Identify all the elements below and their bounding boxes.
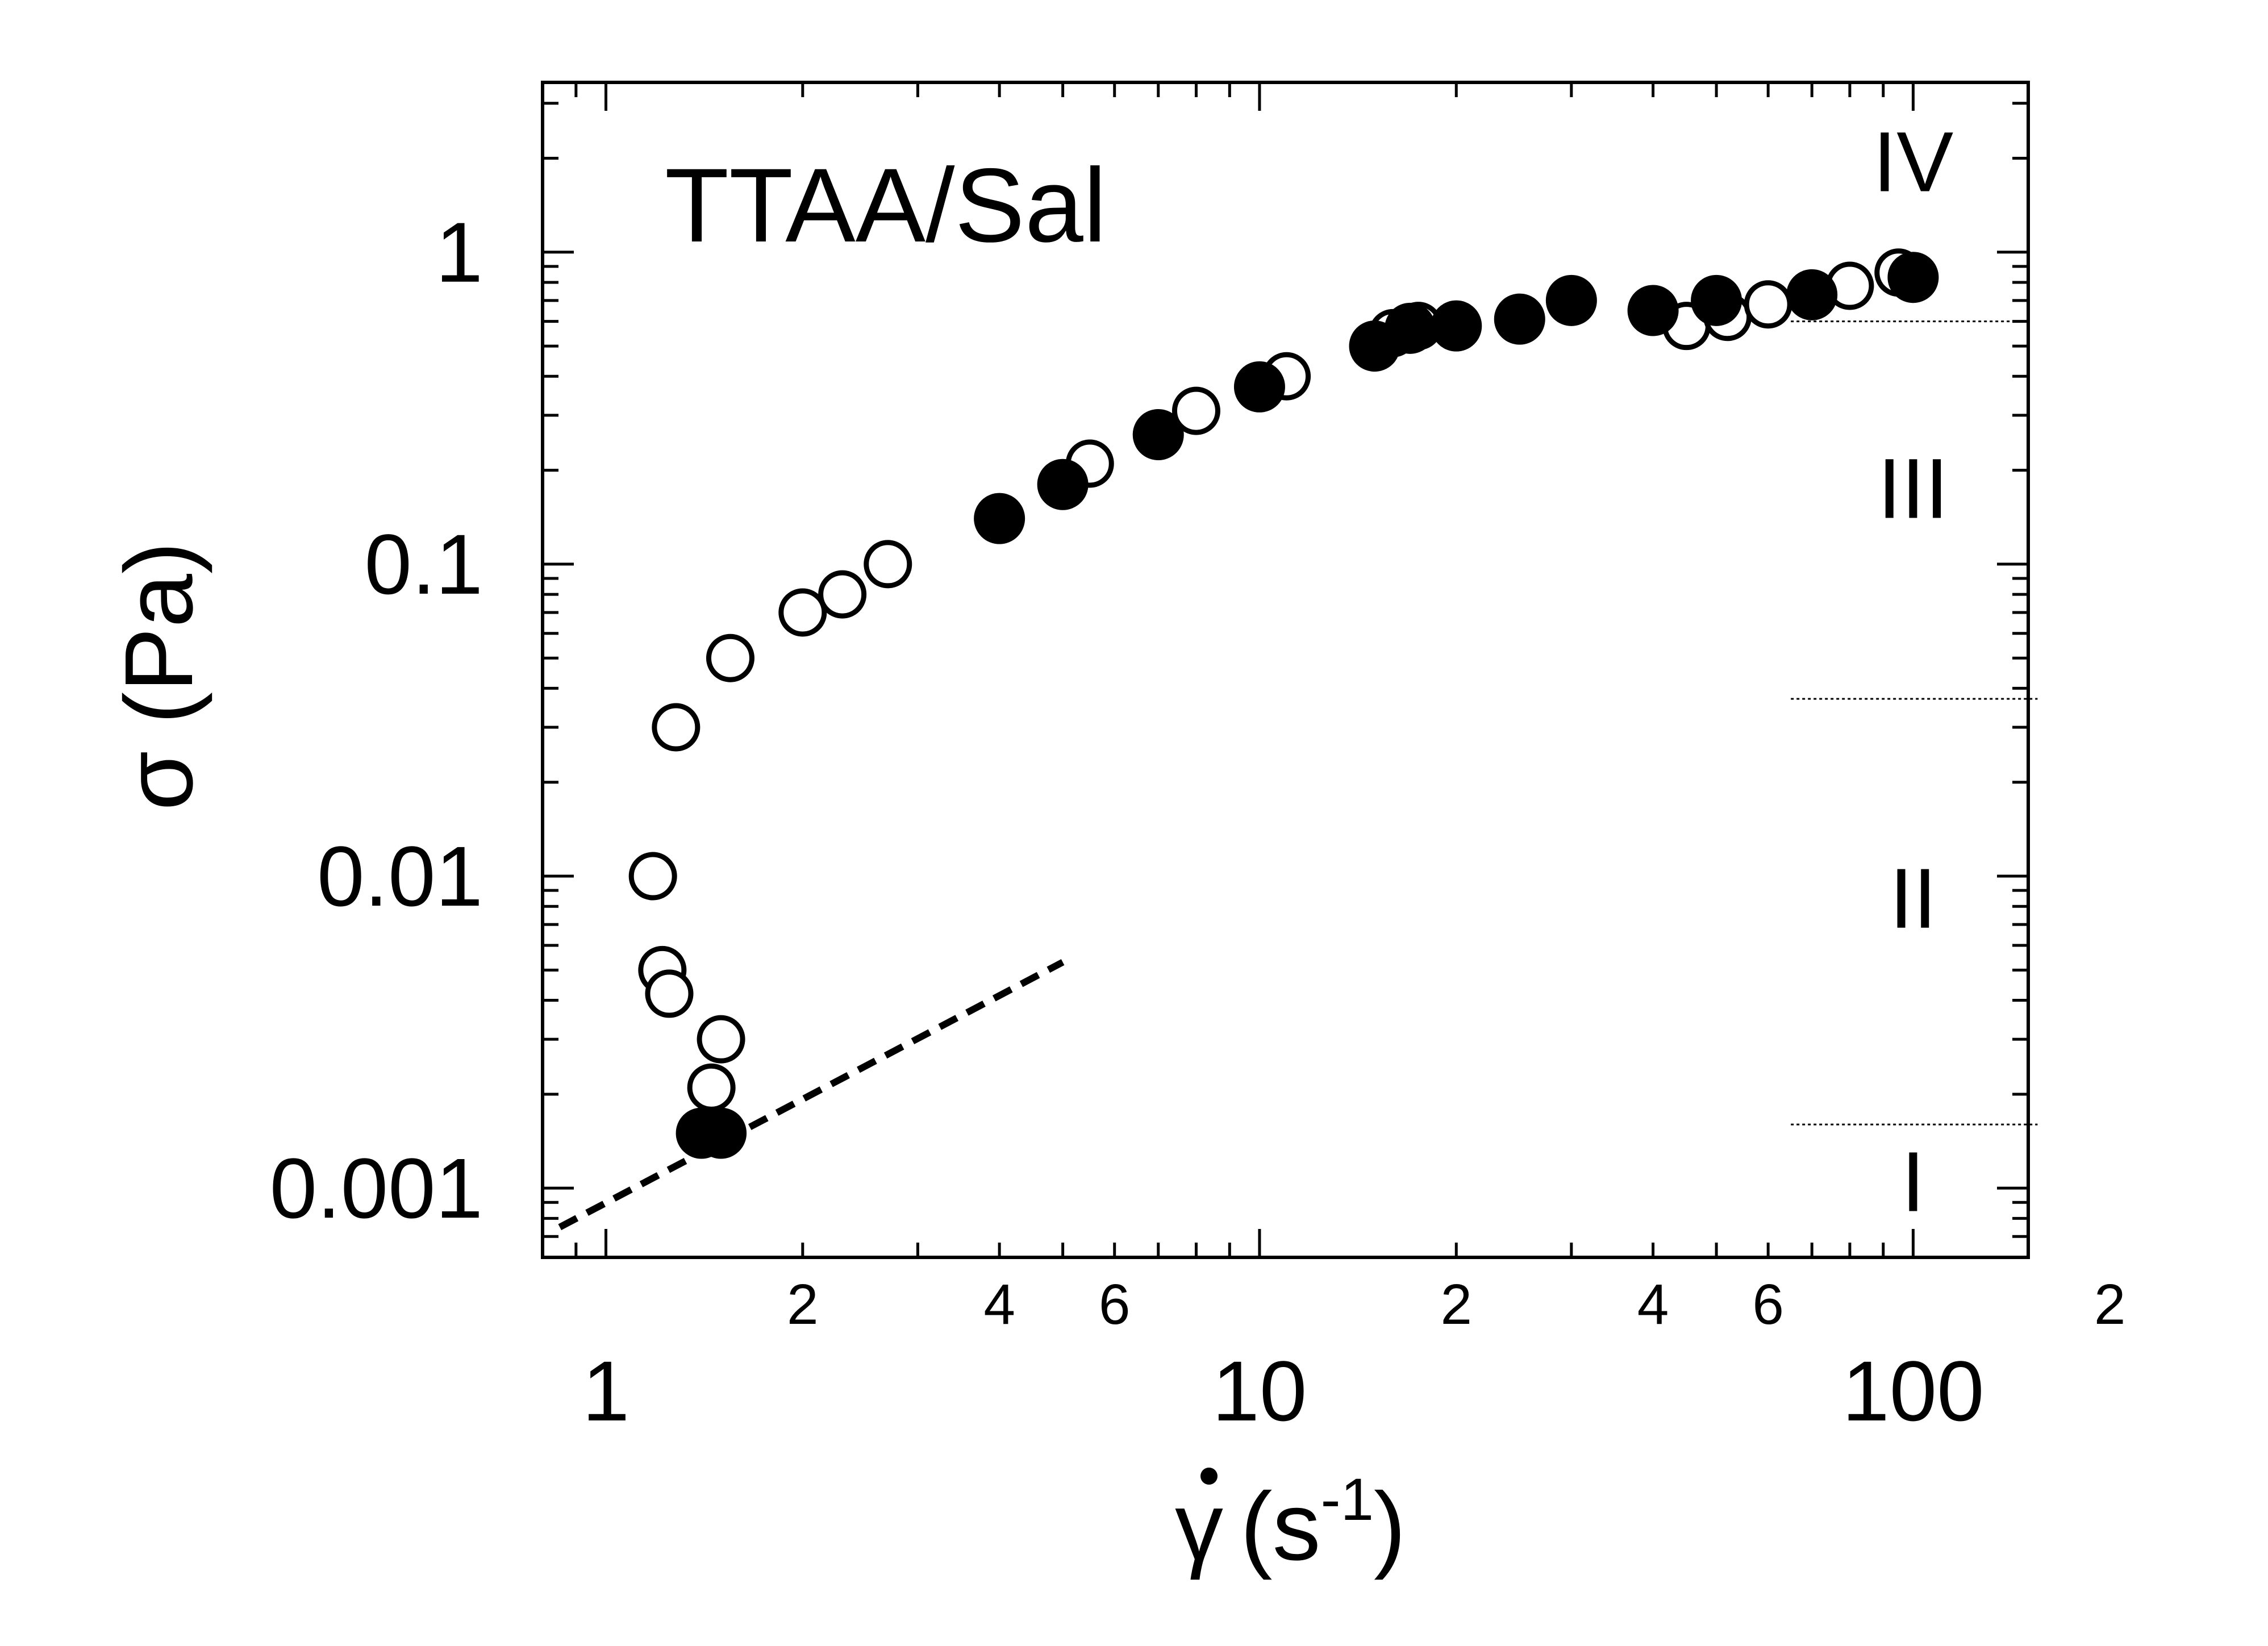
data-point-open xyxy=(1171,386,1220,435)
data-point-open xyxy=(864,540,912,589)
data-point-open xyxy=(697,1015,745,1064)
data-point-open xyxy=(706,634,754,682)
data-point-filled xyxy=(695,1107,747,1159)
x-axis-title: γ (s-1) xyxy=(1175,1466,1406,1581)
data-point-filled xyxy=(1627,285,1679,336)
plot-frame xyxy=(541,81,2030,1259)
x-minor-tick-label: 2 xyxy=(2094,1273,2126,1336)
fit-line-group xyxy=(558,959,1065,1231)
y-tick-label: 0.1 xyxy=(364,516,483,612)
data-point-open xyxy=(818,570,867,619)
x-axis-title-unit-open: (s xyxy=(1240,1473,1321,1581)
data-point-open xyxy=(778,588,827,637)
data-point-filled xyxy=(1037,459,1089,510)
data-point-filled xyxy=(1233,361,1285,412)
plot-title: TTAA/Sal xyxy=(665,147,1107,264)
data-point-filled xyxy=(1132,409,1184,461)
data-point-filled xyxy=(1545,274,1597,326)
region-label: IV xyxy=(1873,114,1954,209)
x-minor-tick-label: 2 xyxy=(1440,1273,1472,1336)
data-point-open xyxy=(652,703,701,752)
x-minor-tick-label: 4 xyxy=(1637,1273,1669,1336)
data-point-filled xyxy=(1887,252,1939,303)
axis-ticks xyxy=(541,82,2028,1259)
x-axis-title-unit-close: ) xyxy=(1374,1473,1406,1581)
svg-text:γ(s-1): γ (s-1) xyxy=(1175,1466,1406,1581)
data-point-filled xyxy=(1691,274,1742,326)
x-tick-label: 10 xyxy=(1212,1343,1307,1439)
x-minor-tick-label: 4 xyxy=(983,1273,1015,1336)
y-tick-label: 0.01 xyxy=(317,828,483,924)
x-minor-tick-label: 2 xyxy=(787,1273,819,1336)
x-minor-tick-label: 6 xyxy=(1099,1273,1131,1336)
region-label: III xyxy=(1878,440,1949,536)
y-axis-title: σ (Pa) xyxy=(105,541,213,810)
data-point-open xyxy=(645,969,694,1018)
data-point-filled xyxy=(1431,300,1482,352)
data-point-filled xyxy=(1385,302,1436,354)
data-point-filled xyxy=(1786,269,1838,320)
region-label: I xyxy=(1902,1134,1925,1230)
data-point-filled xyxy=(1494,293,1545,345)
x-axis-title-dot xyxy=(1200,1468,1218,1485)
y-tick-label: 1 xyxy=(436,205,483,300)
data-points xyxy=(628,248,1939,1159)
data-point-open xyxy=(628,852,677,901)
data-point-open xyxy=(1744,280,1792,329)
data-point-open xyxy=(687,1063,736,1112)
region-boundaries xyxy=(1791,320,2038,1126)
region-label: II xyxy=(1890,851,1937,946)
x-minor-tick-label: 6 xyxy=(1752,1273,1784,1336)
x-tick-label: 100 xyxy=(1842,1343,1984,1439)
fit-line xyxy=(558,959,1065,1231)
x-tick-label: 1 xyxy=(582,1343,629,1439)
data-point-filled xyxy=(974,493,1025,544)
y-tick-label: 0.001 xyxy=(270,1140,483,1236)
x-axis-title-symbol: γ xyxy=(1175,1473,1223,1581)
x-axis-title-exponent: -1 xyxy=(1321,1466,1374,1533)
